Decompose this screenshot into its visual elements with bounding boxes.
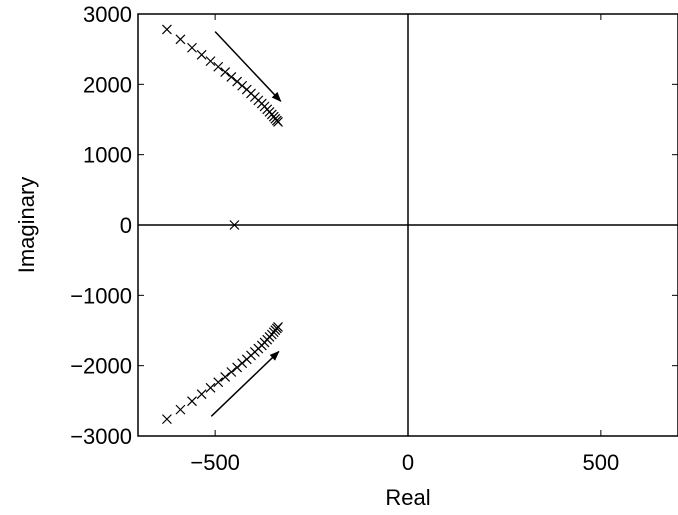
pole-marker bbox=[162, 414, 172, 425]
direction-arrow bbox=[214, 31, 282, 102]
y-tick-label: 2000 bbox=[83, 72, 132, 97]
axis-ticks bbox=[138, 13, 678, 437]
pole-marker bbox=[205, 56, 216, 67]
pole-markers bbox=[162, 24, 283, 425]
pole-marker bbox=[196, 389, 207, 400]
y-tick-label: −2000 bbox=[70, 354, 132, 379]
pole-marker bbox=[226, 367, 237, 377]
pole-marker bbox=[220, 371, 231, 382]
pole-marker bbox=[205, 382, 216, 393]
x-axis-label: Real bbox=[385, 485, 430, 510]
pole-marker bbox=[273, 117, 283, 127]
pole-marker bbox=[187, 396, 197, 407]
tick-labels: −500 0 500 3000 2000 1000 0 −1000 −2000 −3000 bbox=[70, 2, 619, 475]
direction-arrows bbox=[210, 31, 282, 417]
reference-lines bbox=[138, 14, 678, 436]
pole-marker bbox=[175, 404, 186, 415]
y-tick-label: −3000 bbox=[70, 424, 132, 449]
x-tick-label: 500 bbox=[582, 450, 619, 475]
x-tick-label: −500 bbox=[190, 450, 240, 475]
pole-marker bbox=[213, 377, 224, 388]
y-tick-label: −1000 bbox=[70, 283, 132, 308]
pole-marker bbox=[196, 49, 207, 60]
pole-marker bbox=[162, 24, 172, 35]
y-axis-label: Imaginary bbox=[14, 177, 39, 274]
y-tick-label: 0 bbox=[120, 213, 132, 238]
pole-marker bbox=[226, 72, 237, 82]
pole-marker bbox=[273, 322, 283, 332]
pole-marker bbox=[213, 61, 224, 72]
direction-arrow bbox=[210, 350, 280, 417]
x-tick-label: 0 bbox=[402, 450, 414, 475]
y-tick-label: 1000 bbox=[83, 143, 132, 168]
pole-marker bbox=[187, 42, 197, 53]
pole-marker bbox=[175, 34, 186, 45]
pole-marker bbox=[229, 220, 240, 230]
pole-marker bbox=[220, 67, 231, 77]
y-tick-label: 3000 bbox=[83, 2, 132, 27]
